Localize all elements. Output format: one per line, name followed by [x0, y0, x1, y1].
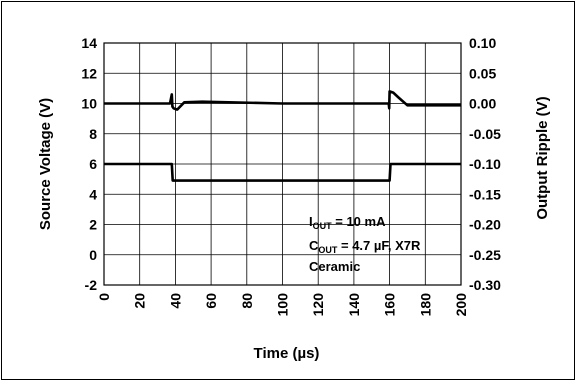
y-left-tick-label: 0 [89, 247, 97, 263]
annotation-iout: IOUT = 10 mA [309, 214, 386, 231]
y-left-tick-label: -2 [85, 277, 98, 293]
x-tick-label: 200 [453, 293, 469, 317]
ann-cout-rest: = 4.7 µF, X7R [337, 238, 421, 253]
y-right-tick-label: -0.25 [469, 247, 501, 263]
ann-cout-sub: OUT [318, 245, 338, 255]
x-tick-label: 60 [203, 293, 219, 309]
y-left-tick-label: 6 [89, 156, 97, 172]
y-left-tick-label: 12 [81, 65, 97, 81]
x-tick-labels: 0 20 40 60 80 100 120 140 160 180 200 [96, 293, 469, 317]
y-left-tick-label: 2 [89, 217, 97, 233]
x-tick-label: 80 [239, 293, 255, 309]
ann-iout-main: I [309, 214, 313, 229]
y-axis-label-left: Source Voltage (V) [37, 98, 54, 230]
y-right-tick-label: -0.30 [469, 277, 501, 293]
y-axis-label-right: Output Ripple (V) [534, 96, 551, 219]
y-right-tick-label: 0.00 [469, 96, 496, 112]
annotation-cout: COUT = 4.7 µF, X7R [309, 238, 421, 255]
series-output-ripple [104, 90, 461, 111]
y-right-tick-label: -0.10 [469, 156, 501, 172]
y-left-tick-label: 10 [81, 96, 97, 112]
y-right-tick-label: -0.15 [469, 186, 501, 202]
y-left-tick-labels: 14 12 10 8 6 4 2 0 -2 [81, 35, 97, 293]
y-left-tick-label: 14 [81, 35, 97, 51]
y-right-tick-label: 0.10 [469, 35, 496, 51]
x-tick-label: 120 [310, 293, 326, 317]
x-axis-label: Time (µs) [254, 345, 320, 362]
x-tick-label: 20 [132, 293, 148, 309]
y-right-tick-label: 0.05 [469, 65, 496, 81]
ann-iout-sub: OUT [313, 221, 333, 231]
x-tick-label: 140 [346, 293, 362, 317]
ann-cout-main: C [309, 238, 319, 253]
x-tick-label: 180 [417, 293, 433, 317]
x-tick-label: 100 [275, 293, 291, 317]
annotation-ceramic: Ceramic [309, 259, 360, 274]
y-left-tick-label: 4 [89, 186, 97, 202]
x-tick-label: 40 [167, 293, 183, 309]
y-right-tick-labels: 0.10 0.05 0.00 -0.05 -0.10 -0.15 -0.20 -0.25 -0.… [469, 35, 501, 293]
x-tick-label: 160 [382, 293, 398, 317]
ann-iout-rest: = 10 mA [332, 214, 386, 229]
x-tick-label: 0 [96, 293, 112, 301]
series-source-voltage [104, 162, 461, 182]
y-right-tick-label: -0.05 [469, 126, 501, 142]
y-right-tick-label: -0.20 [469, 217, 501, 233]
annotation-block: IOUT = 10 mA COUT = 4.7 µF, X7R Ceramic [309, 214, 421, 274]
series-group [104, 90, 461, 182]
y-left-tick-label: 8 [89, 126, 97, 142]
